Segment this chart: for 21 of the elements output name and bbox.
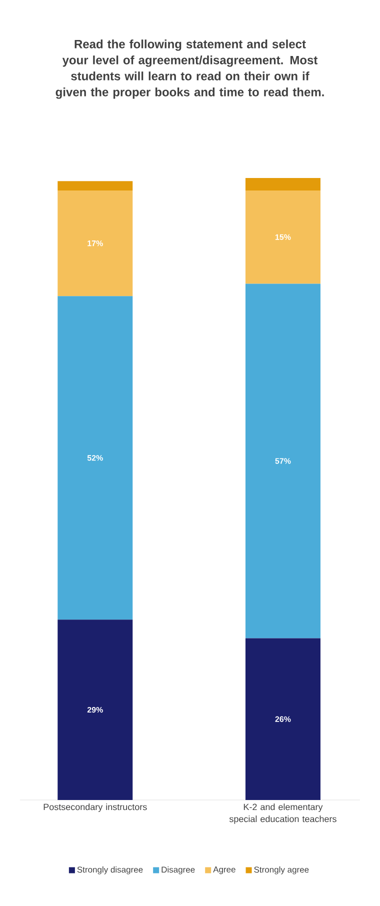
bar [245, 638, 320, 800]
legend-label: Strongly agree [254, 866, 309, 874]
bar [58, 181, 133, 190]
data-label: 17% [88, 240, 103, 246]
legend-label: Agree [213, 866, 236, 874]
bar [58, 296, 133, 620]
bar [58, 190, 133, 296]
data-label: 15% [275, 234, 291, 240]
data-label: 29% [87, 706, 103, 713]
bar [245, 178, 320, 190]
bar [245, 284, 320, 638]
chart-title: Read the following statement and select your level of agreement/disagreement. Most students will learn to read on their own if given the proper books and time to read them. [56, 40, 324, 99]
legend-label: Strongly disagree [77, 866, 143, 874]
bar [245, 190, 320, 284]
data-label: 57% [275, 458, 291, 464]
data-label: 26% [275, 716, 291, 722]
data-label: 52% [87, 455, 103, 461]
bar [58, 620, 133, 800]
legend-label: Disagree [162, 866, 195, 874]
x-tick-label: K-2 and elementary special education teachers [229, 804, 336, 824]
x-tick-label: Postsecondary instructors [44, 804, 147, 812]
